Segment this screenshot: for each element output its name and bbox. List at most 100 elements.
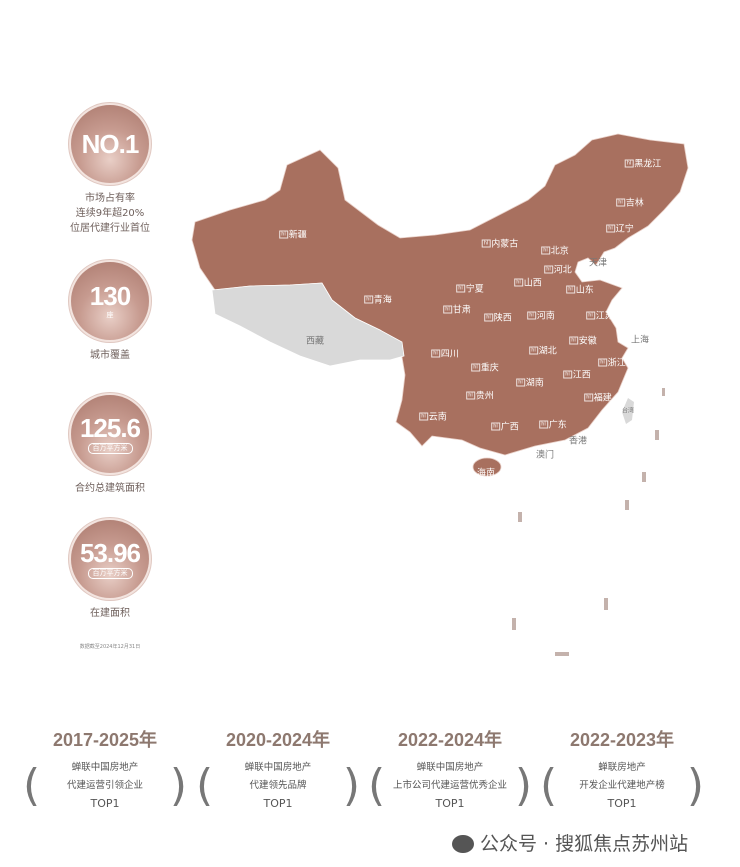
brand-logo-icon: hl xyxy=(527,311,536,319)
award-item: 2017-2025年 () 蝉联中国房地产 代建运营引领企业 TOP1 xyxy=(15,730,195,813)
brand-logo-icon: hl xyxy=(586,311,595,319)
province-label: hl 山东 xyxy=(566,283,594,296)
province-label: 西藏 xyxy=(306,334,324,347)
brand-logo-icon: hl xyxy=(514,278,523,286)
province-label: hl 安徽 xyxy=(569,334,597,347)
stat-item: 125.6 百万平方米 合约总建筑面积 xyxy=(40,395,180,496)
province-label: hl 陕西 xyxy=(484,311,512,324)
province-name: 湖北 xyxy=(538,346,557,357)
province-label: 上海 xyxy=(631,333,649,346)
province-name: 贵州 xyxy=(475,391,494,402)
brand-logo-icon: hl xyxy=(431,349,440,357)
stat-item: 130 座城市覆盖 xyxy=(40,262,180,363)
watermark-text: 公众号 · 搜狐焦点苏州站 xyxy=(480,833,689,855)
province-label: hl 甘肃 xyxy=(443,303,471,316)
data-note: 数据截至2024年12月31日 xyxy=(79,644,141,650)
watermark: 公众号 · 搜狐焦点苏州站 xyxy=(452,832,688,856)
stat-desc: 在建面积 xyxy=(90,608,130,619)
stat-unit: 百万平方米 xyxy=(87,442,133,454)
map-uncovered-region-tibet xyxy=(211,282,405,367)
province-name: 吉林 xyxy=(625,198,644,209)
province-name: 河北 xyxy=(553,265,572,276)
award-period: 2022-2024年 xyxy=(397,730,503,750)
brand-logo-icon: hl xyxy=(279,230,288,238)
province-name: 西藏 xyxy=(305,336,325,347)
south-china-sea-islands xyxy=(512,388,665,656)
province-label: 海南 xyxy=(477,466,495,479)
province-label: hl 贵州 xyxy=(466,389,494,402)
stat-unit: 百万平方米 xyxy=(87,567,133,579)
laurel-left-icon: ( xyxy=(23,760,41,811)
province-name: 天津 xyxy=(588,258,608,269)
brand-logo-icon: hl xyxy=(539,420,548,428)
brand-logo-icon: hl xyxy=(481,239,491,247)
province-label: hl 浙江 xyxy=(598,356,626,369)
province-label: hl 吉林 xyxy=(616,196,644,209)
brand-logo-icon: hl xyxy=(364,295,373,303)
stat-value: 53.96 xyxy=(79,537,141,568)
award-line: 代建领先品牌 xyxy=(249,780,307,791)
province-name: 江西 xyxy=(572,370,591,381)
province-name: 广东 xyxy=(548,420,567,431)
brand-logo-icon: hl xyxy=(443,305,452,313)
stat-desc: 城市覆盖 xyxy=(90,350,130,361)
province-label: hl 内蒙古 xyxy=(481,237,518,250)
province-name: 台湾 xyxy=(621,407,635,415)
province-name: 澳门 xyxy=(535,450,555,461)
award-rank: TOP1 xyxy=(263,797,293,810)
award-line: 开发企业代建地产榜 xyxy=(579,780,665,791)
province-name: 辽宁 xyxy=(615,224,634,235)
brand-logo-icon: hl xyxy=(541,246,550,254)
province-label: hl 江西 xyxy=(563,368,591,381)
award-line: 上市公司代建运营优秀企业 xyxy=(392,780,507,791)
award-period: 2017-2025年 xyxy=(52,730,158,750)
brand-logo-icon: hl xyxy=(491,422,500,430)
brand-logo-icon: hl xyxy=(606,224,615,232)
province-label: 台湾 xyxy=(622,406,634,415)
province-name: 广西 xyxy=(500,422,519,433)
province-name: 宁夏 xyxy=(465,284,484,295)
stat-circle: 53.96 百万平方米 xyxy=(71,520,149,598)
province-name: 山东 xyxy=(575,285,594,296)
province-name: 海南 xyxy=(476,468,496,479)
stat-circle: 130 座 xyxy=(71,262,149,340)
brand-logo-icon: hl xyxy=(484,313,493,321)
laurel-left-icon: ( xyxy=(368,760,386,811)
stat-value: 130 xyxy=(89,280,131,311)
province-name: 陕西 xyxy=(493,313,512,324)
province-label: hl 辽宁 xyxy=(606,222,634,235)
stat-circle: NO.1 xyxy=(71,105,149,183)
province-label: hl 四川 xyxy=(431,347,459,360)
province-name: 湖南 xyxy=(525,378,544,389)
award-line: 蝉联中国房地产 xyxy=(71,762,139,773)
province-name: 新疆 xyxy=(288,230,307,241)
province-label: hl 青海 xyxy=(364,293,392,306)
award-period: 2022-2023年 xyxy=(569,730,675,750)
province-name: 河南 xyxy=(536,311,555,322)
award-rank: TOP1 xyxy=(607,797,637,810)
stat-item: NO.1 市场占有率 连续9年超20% 位居代建行业首位 xyxy=(40,105,180,236)
province-name: 上海 xyxy=(630,335,650,346)
laurel-right-icon: ) xyxy=(686,760,704,811)
province-label: hl 河南 xyxy=(527,309,555,322)
laurel-right-icon: ) xyxy=(169,760,187,811)
province-label: hl 江苏 xyxy=(586,309,614,322)
award-line: 蝉联中国房地产 xyxy=(416,762,484,773)
stat-desc: 市场占有率 xyxy=(85,193,135,204)
province-name: 重庆 xyxy=(480,363,499,374)
brand-logo-icon: hl xyxy=(566,285,575,293)
stat-item: 53.96 百万平方米在建面积 xyxy=(40,520,180,621)
province-label: hl 黑龙江 xyxy=(624,157,662,170)
stat-desc: 连续9年超20% xyxy=(75,208,145,219)
laurel-left-icon: ( xyxy=(540,760,558,811)
brand-logo-icon: hl xyxy=(529,346,538,354)
province-name: 香港 xyxy=(568,436,588,447)
province-name: 四川 xyxy=(440,349,459,360)
province-name: 黑龙江 xyxy=(634,159,662,170)
brand-logo-icon: hl xyxy=(419,412,428,420)
stat-value: NO.1 xyxy=(81,129,140,159)
award-period: 2020-2024年 xyxy=(225,730,331,750)
award-item: 2022-2024年 () 蝉联中国房地产 上市公司代建运营优秀企业 TOP1 xyxy=(360,730,540,813)
award-item: 2022-2023年 () 蝉联房地产 开发企业代建地产榜 TOP1 xyxy=(532,730,712,813)
province-label: hl 广西 xyxy=(491,420,519,433)
